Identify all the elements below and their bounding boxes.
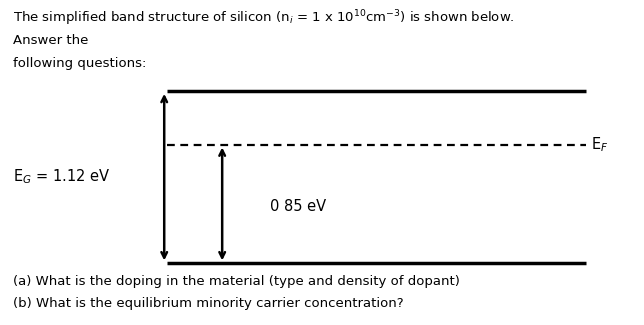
- Text: 0 85 eV: 0 85 eV: [270, 199, 327, 214]
- Text: E$_G$ = 1.12 eV: E$_G$ = 1.12 eV: [13, 168, 110, 187]
- Text: The simplified band structure of silicon (n$_i$ = 1 x 10$^{10}$cm$^{-3}$) is sho: The simplified band structure of silicon…: [13, 8, 515, 28]
- Text: (a) What is the doping in the material (type and density of dopant): (a) What is the doping in the material (…: [13, 275, 460, 288]
- Text: Answer the: Answer the: [13, 34, 88, 47]
- Text: (b) What is the equilibrium minority carrier concentration?: (b) What is the equilibrium minority car…: [13, 297, 404, 310]
- Text: following questions:: following questions:: [13, 57, 146, 70]
- Text: E$_F$: E$_F$: [591, 135, 609, 154]
